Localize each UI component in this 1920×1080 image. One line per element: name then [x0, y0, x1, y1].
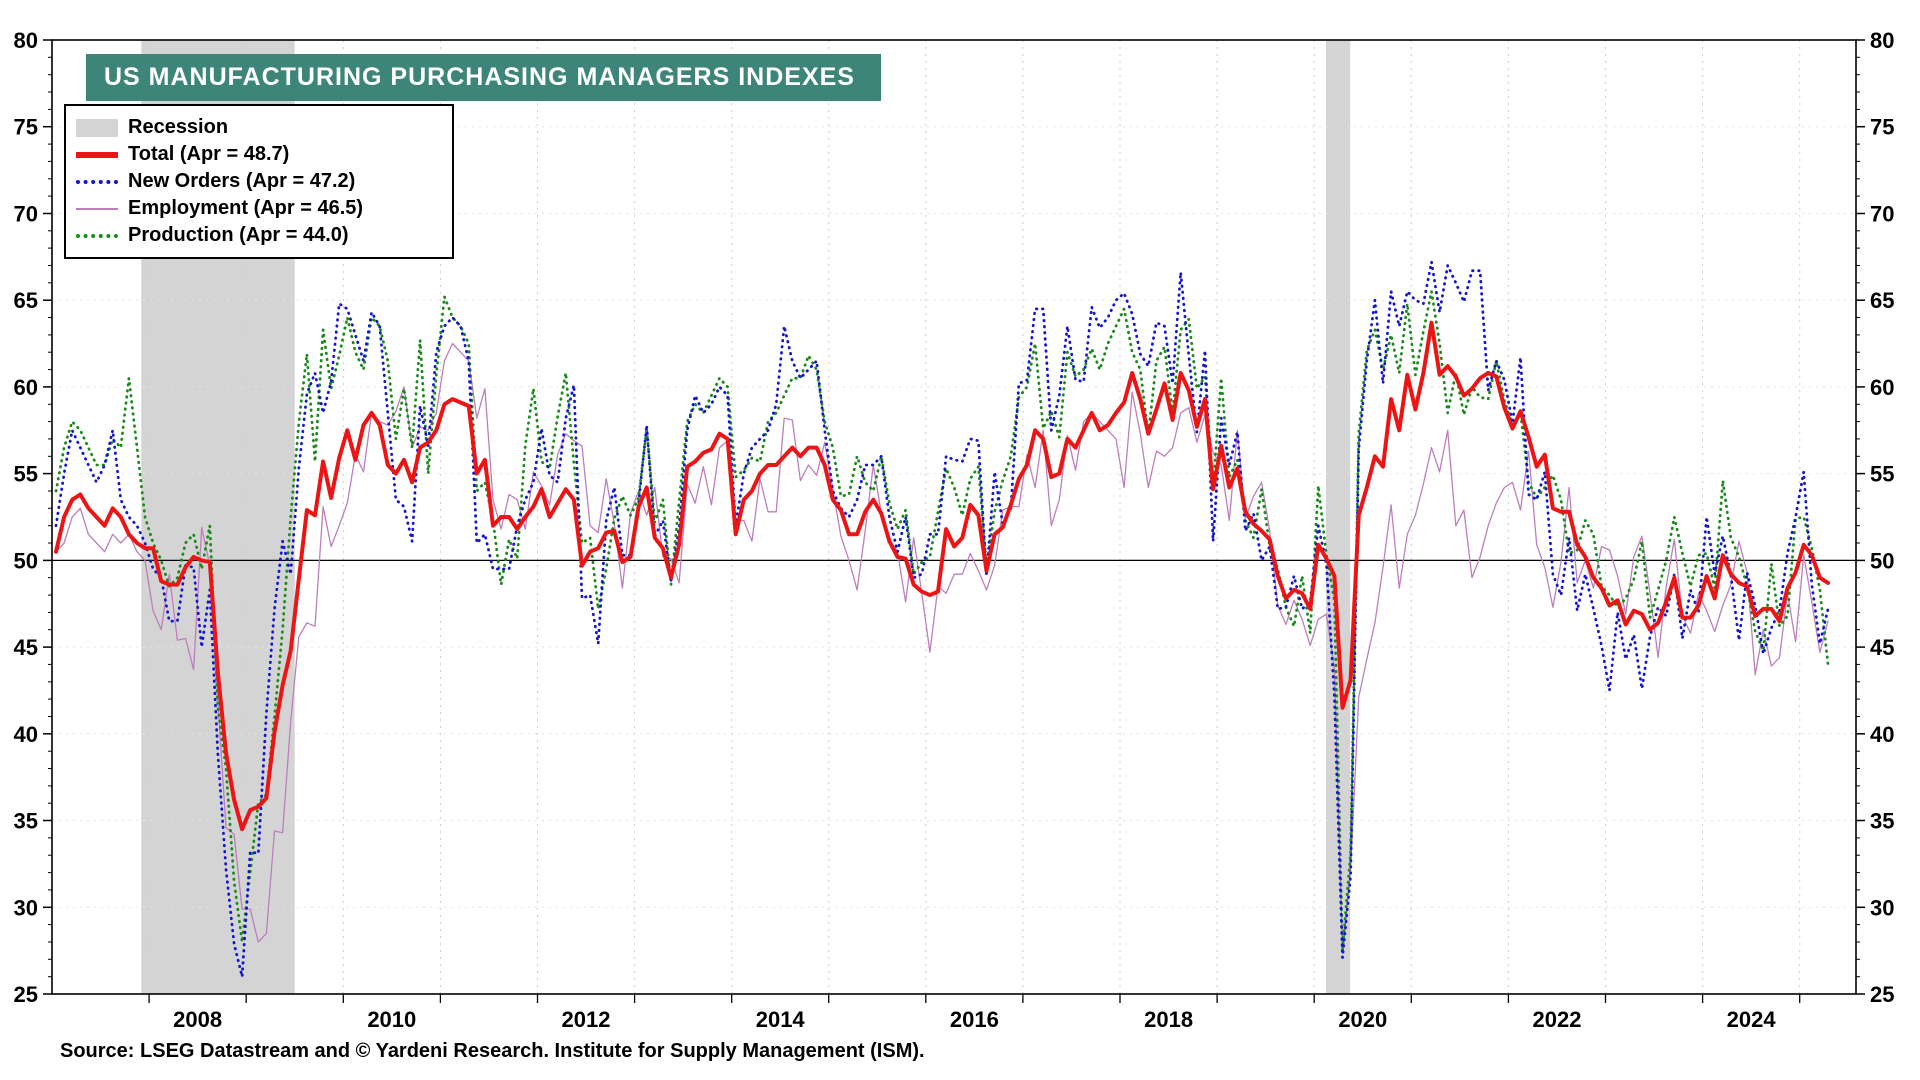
y-axis-label-right: 40	[1870, 722, 1894, 747]
source-note: Source: LSEG Datastream and © Yardeni Re…	[60, 1040, 925, 1062]
y-axis-label-left: 50	[14, 548, 38, 573]
x-axis-label: 2014	[756, 1007, 806, 1032]
x-axis-label: 2016	[950, 1007, 999, 1032]
y-axis-label-left: 30	[14, 895, 38, 920]
y-axis-label-right: 35	[1870, 809, 1894, 834]
y-axis-label-right: 25	[1870, 982, 1894, 1007]
legend: Recession Total (Apr = 48.7) New Orders …	[64, 104, 454, 259]
legend-item-employment: Employment (Apr = 46.5)	[76, 195, 436, 222]
y-axis-label-left: 45	[14, 635, 38, 660]
total-line-swatch	[76, 151, 118, 158]
legend-item-total: Total (Apr = 48.7)	[76, 141, 436, 168]
y-axis-label-left: 25	[14, 982, 38, 1007]
y-axis-label-left: 75	[14, 115, 38, 140]
y-axis-label-right: 30	[1870, 895, 1894, 920]
y-axis-label-left: 35	[14, 809, 38, 834]
x-axis-label: 2024	[1727, 1007, 1777, 1032]
y-axis-label-right: 70	[1870, 202, 1894, 227]
new-orders-line-swatch	[76, 179, 118, 184]
series-total-line	[54, 320, 1830, 832]
y-axis-label-right: 75	[1870, 115, 1894, 140]
x-axis-label: 2008	[173, 1007, 222, 1032]
series-new-orders-line	[54, 260, 1830, 979]
recession-band	[1325, 40, 1351, 994]
y-axis-label-left: 40	[14, 722, 38, 747]
y-axis-label-left: 80	[14, 28, 38, 53]
legend-label-total: Total (Apr = 48.7)	[128, 143, 290, 165]
legend-item-recession: Recession	[76, 114, 436, 141]
x-axis-label: 2022	[1533, 1007, 1582, 1032]
chart-title-banner: US MANUFACTURING PURCHASING MANAGERS IND…	[86, 54, 881, 101]
x-axis-label: 2018	[1144, 1007, 1193, 1032]
y-axis-label-right: 45	[1870, 635, 1894, 660]
legend-label-new-orders: New Orders (Apr = 47.2)	[128, 170, 356, 192]
y-axis-label-left: 60	[14, 375, 38, 400]
employment-line-swatch	[76, 207, 118, 210]
production-line-swatch	[76, 233, 118, 238]
legend-label-production: Production (Apr = 44.0)	[128, 224, 349, 246]
x-axis-label: 2010	[367, 1007, 416, 1032]
legend-label-employment: Employment (Apr = 46.5)	[128, 197, 364, 219]
y-axis-label-right: 80	[1870, 28, 1894, 53]
recession-swatch	[76, 118, 118, 137]
y-axis-label-right: 65	[1870, 288, 1894, 313]
y-axis-label-left: 55	[14, 462, 38, 487]
series-production-line	[54, 290, 1830, 952]
legend-label-recession: Recession	[128, 116, 229, 138]
plot-border	[51, 39, 1857, 995]
x-axis-label: 2020	[1338, 1007, 1387, 1032]
legend-item-new-orders: New Orders (Apr = 47.2)	[76, 168, 436, 195]
y-axis-label-left: 65	[14, 288, 38, 313]
chart-title: US MANUFACTURING PURCHASING MANAGERS IND…	[104, 63, 855, 91]
y-axis-label-right: 50	[1870, 548, 1894, 573]
y-axis-label-left: 70	[14, 202, 38, 227]
y-axis-label-right: 60	[1870, 375, 1894, 400]
y-axis-label-right: 55	[1870, 462, 1894, 487]
x-axis-label: 2012	[562, 1007, 611, 1032]
legend-item-production: Production (Apr = 44.0)	[76, 222, 436, 249]
